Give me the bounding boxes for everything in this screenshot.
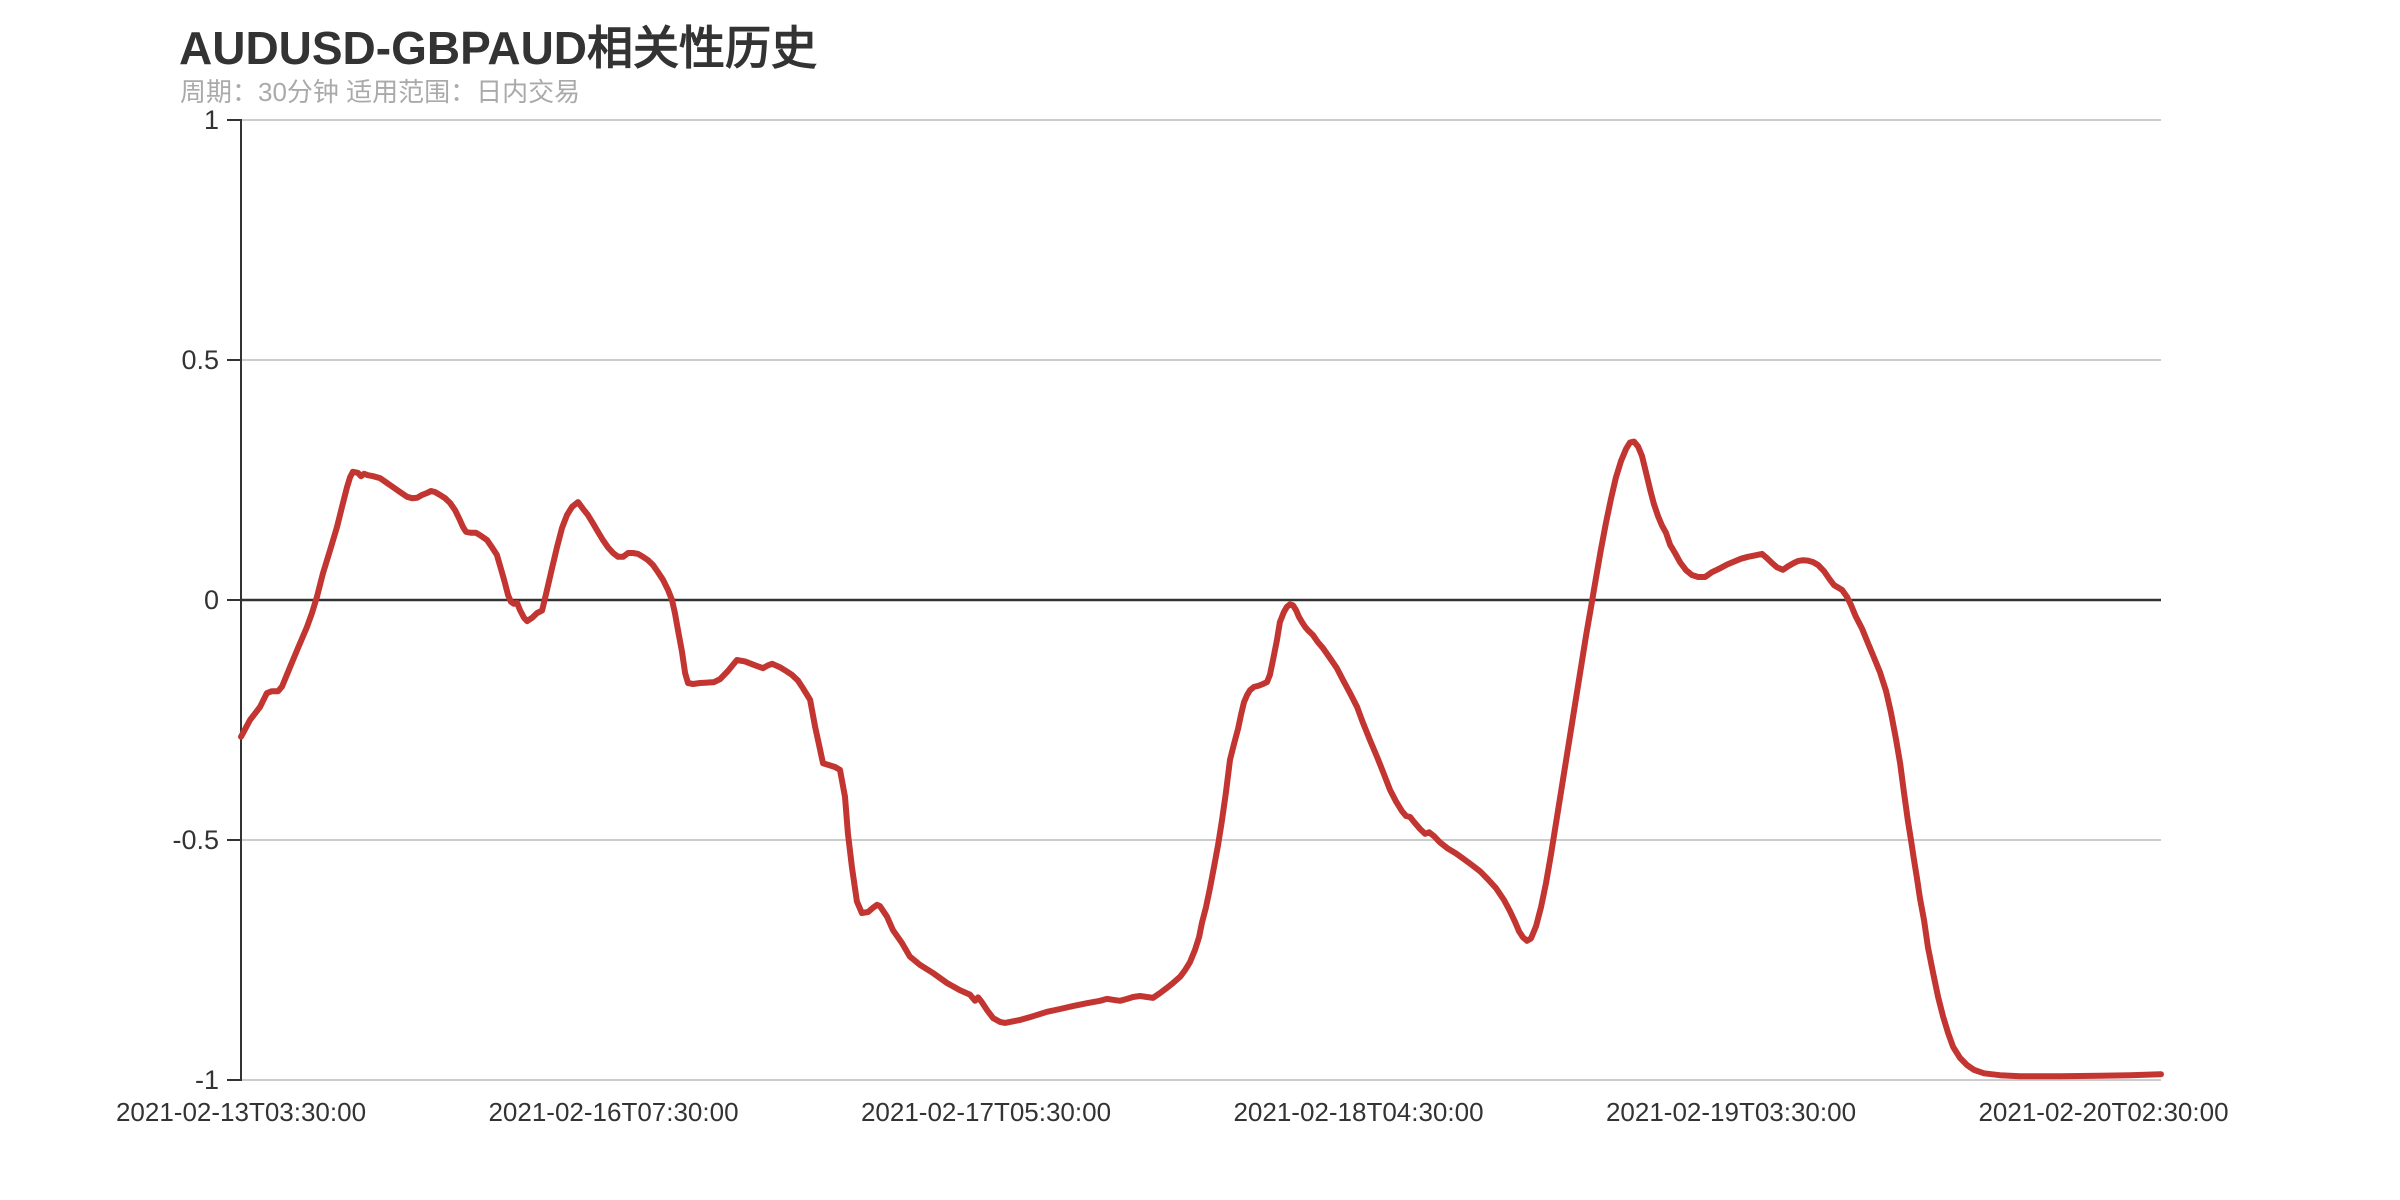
gridlines [241,119,2161,1081]
x-axis-label-0: 2021-02-13T03:30:00 [116,1097,366,1127]
x-axis-label-2: 2021-02-17T05:30:00 [861,1097,1111,1127]
y-axis-label-0: 0 [204,585,219,615]
x-axis-label-3: 2021-02-18T04:30:00 [1233,1097,1483,1127]
y-axis-label-0_5: 0.5 [181,345,219,375]
chart-subtitle: 周期：30分钟 适用范围：日内交易 [180,77,581,107]
chart-title: AUDUSD-GBPAUD相关性历史 [179,22,818,74]
x-axis-label-4: 2021-02-19T03:30:00 [1606,1097,1856,1127]
x-axis: 2021-02-13T03:30:00 2021-02-16T07:30:00 … [116,1097,2229,1127]
y-axis-label-neg0_5: -0.5 [172,825,219,855]
correlation-line-series [238,438,2164,1080]
y-axis-label-neg1: -1 [195,1065,219,1095]
x-axis-label-5: 2021-02-20T02:30:00 [1978,1097,2228,1127]
y-axis-label-1: 1 [204,105,219,135]
y-axis: 1 0.5 0 -0.5 -1 [172,105,242,1095]
x-axis-label-1: 2021-02-16T07:30:00 [488,1097,738,1127]
